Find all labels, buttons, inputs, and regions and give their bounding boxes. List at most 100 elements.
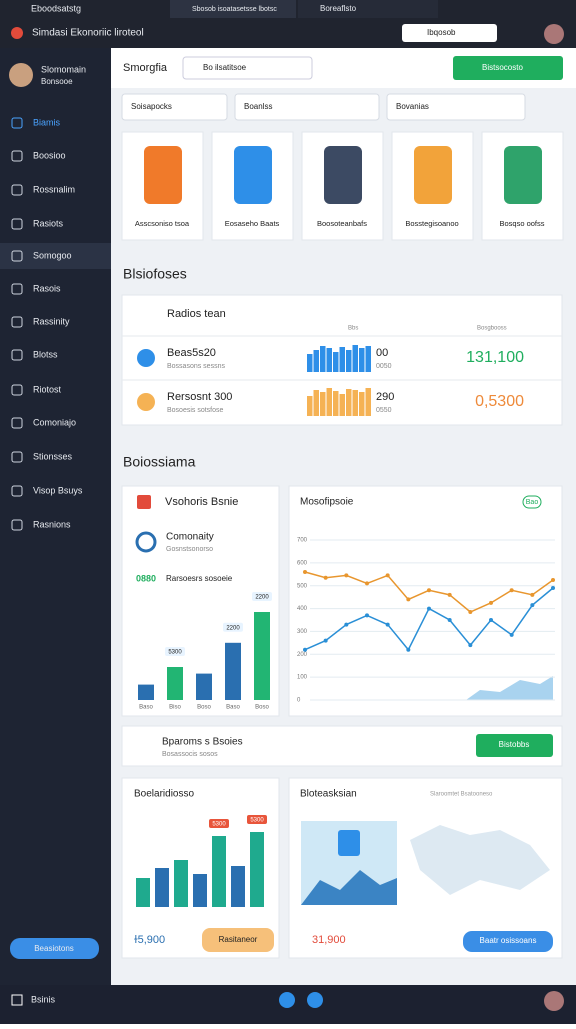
tab[interactable] (170, 0, 296, 18)
banner-button[interactable] (476, 734, 553, 757)
header-search[interactable] (182, 56, 313, 80)
nav-item[interactable]: Rasiots (33, 218, 64, 228)
filter-label[interactable]: Soisapocks (131, 102, 172, 111)
avatar[interactable] (544, 24, 564, 44)
product-image (234, 146, 272, 204)
taskbar-icon[interactable] (279, 992, 295, 1008)
point (509, 588, 514, 593)
bar (174, 860, 188, 907)
nav-icon[interactable] (11, 417, 23, 429)
x-tick-label: Biso (169, 705, 181, 711)
mini-bar (339, 394, 345, 416)
filter[interactable] (121, 93, 228, 121)
nav-icon[interactable] (11, 384, 23, 396)
filter-label[interactable]: Boanlss (244, 102, 272, 111)
row-value: 00 (376, 347, 388, 359)
taskbar-icon[interactable] (307, 992, 323, 1008)
nav-item[interactable]: Rasois (33, 283, 61, 293)
nav-icon[interactable] (11, 250, 23, 262)
button[interactable] (202, 928, 274, 952)
tab-label[interactable]: Sbosob isoatasetsse lbotsc (192, 6, 277, 13)
point (447, 592, 452, 597)
value-label: 5300 (168, 650, 182, 656)
y-tick-label: 0 (297, 698, 301, 704)
banner-button-label[interactable]: Bistobbs (499, 740, 530, 749)
header-title: Smorgfia (123, 62, 168, 74)
nav-icon[interactable] (11, 117, 23, 129)
button-label[interactable]: Baatr osissoans (480, 936, 537, 945)
y-tick-label: 300 (297, 629, 308, 635)
filter[interactable] (234, 93, 380, 121)
nav-item[interactable]: Rossnalim (33, 184, 75, 194)
filter[interactable] (386, 93, 526, 121)
row-icon (137, 393, 155, 411)
nav-item[interactable]: Rasnions (33, 519, 71, 529)
nav-item[interactable]: Comoniajo (33, 417, 76, 427)
header-button[interactable] (453, 56, 563, 80)
decor-area (466, 676, 553, 700)
mini-bar (365, 346, 371, 372)
mini-bar (326, 388, 332, 416)
sidebar-button-label[interactable]: Beasiotons (34, 944, 74, 953)
search-box[interactable] (402, 24, 497, 42)
mini-bar (307, 354, 313, 372)
value-label-bg (252, 592, 272, 601)
toggle-label[interactable]: Bao (526, 499, 539, 506)
nav-item[interactable]: Riotost (33, 384, 62, 394)
point (530, 603, 535, 608)
user-avatar (9, 63, 33, 87)
x-tick-label: Boso (255, 705, 269, 711)
nav-icon[interactable] (11, 316, 23, 328)
nav-item[interactable]: Visop Bsuys (33, 485, 83, 495)
taskbar-label: Bsinis (31, 994, 56, 1004)
sidebar (0, 48, 111, 985)
header-search-text[interactable]: Bo ilsatitsoe (203, 63, 247, 72)
nav-icon[interactable] (11, 184, 23, 196)
search-text[interactable]: Ibqosob (427, 28, 456, 37)
nav-item[interactable]: Biamis (33, 117, 61, 127)
filter-label[interactable]: Bovanias (396, 102, 429, 111)
user-role: Bonsooe (41, 77, 73, 86)
tab-label[interactable]: Boreaflsto (320, 4, 357, 13)
nav-icon[interactable] (11, 451, 23, 463)
sidebar-button[interactable] (10, 938, 99, 959)
toggle[interactable] (522, 495, 542, 509)
nav-item[interactable]: Rassinity (33, 316, 70, 326)
header-button-label[interactable]: Bistsocosto (482, 63, 523, 72)
stat: 31,900 (312, 934, 346, 946)
button-label[interactable]: Rasitaneor (219, 935, 258, 944)
nav-item[interactable]: Blotss (33, 349, 58, 359)
point (385, 622, 390, 627)
row-total: 131,100 (466, 349, 524, 366)
nav-item[interactable]: Boosioo (33, 150, 66, 160)
nav-icon[interactable] (11, 218, 23, 230)
map-badge (338, 830, 360, 856)
start-icon[interactable] (11, 994, 23, 1006)
item-title: Comonaity (166, 532, 214, 543)
tab[interactable] (298, 0, 438, 18)
section-title: Boiossiama (123, 454, 196, 470)
product-label: Asscsoniso tsoa (135, 219, 190, 228)
product-label: Bosqso oofss (499, 219, 544, 228)
nav-item[interactable]: Stionsses (33, 451, 73, 461)
taskbar-avatar[interactable] (544, 991, 564, 1011)
row-subvalue: 0550 (376, 407, 392, 414)
world-map (410, 825, 550, 895)
bar (212, 836, 226, 907)
point (365, 613, 369, 618)
point (427, 588, 431, 593)
point (447, 618, 452, 622)
y-tick-label: 400 (297, 606, 308, 612)
nav-icon[interactable] (11, 485, 23, 497)
nav-icon[interactable] (11, 283, 23, 295)
nav-icon[interactable] (11, 150, 23, 162)
point (406, 597, 411, 602)
nav-icon[interactable] (11, 519, 23, 531)
bar (155, 868, 169, 907)
nav-item[interactable]: Somogoo (33, 250, 72, 260)
button[interactable] (463, 931, 553, 952)
nav-icon[interactable] (11, 349, 23, 361)
mini-bar (346, 350, 352, 372)
row-value: 290 (376, 391, 394, 403)
